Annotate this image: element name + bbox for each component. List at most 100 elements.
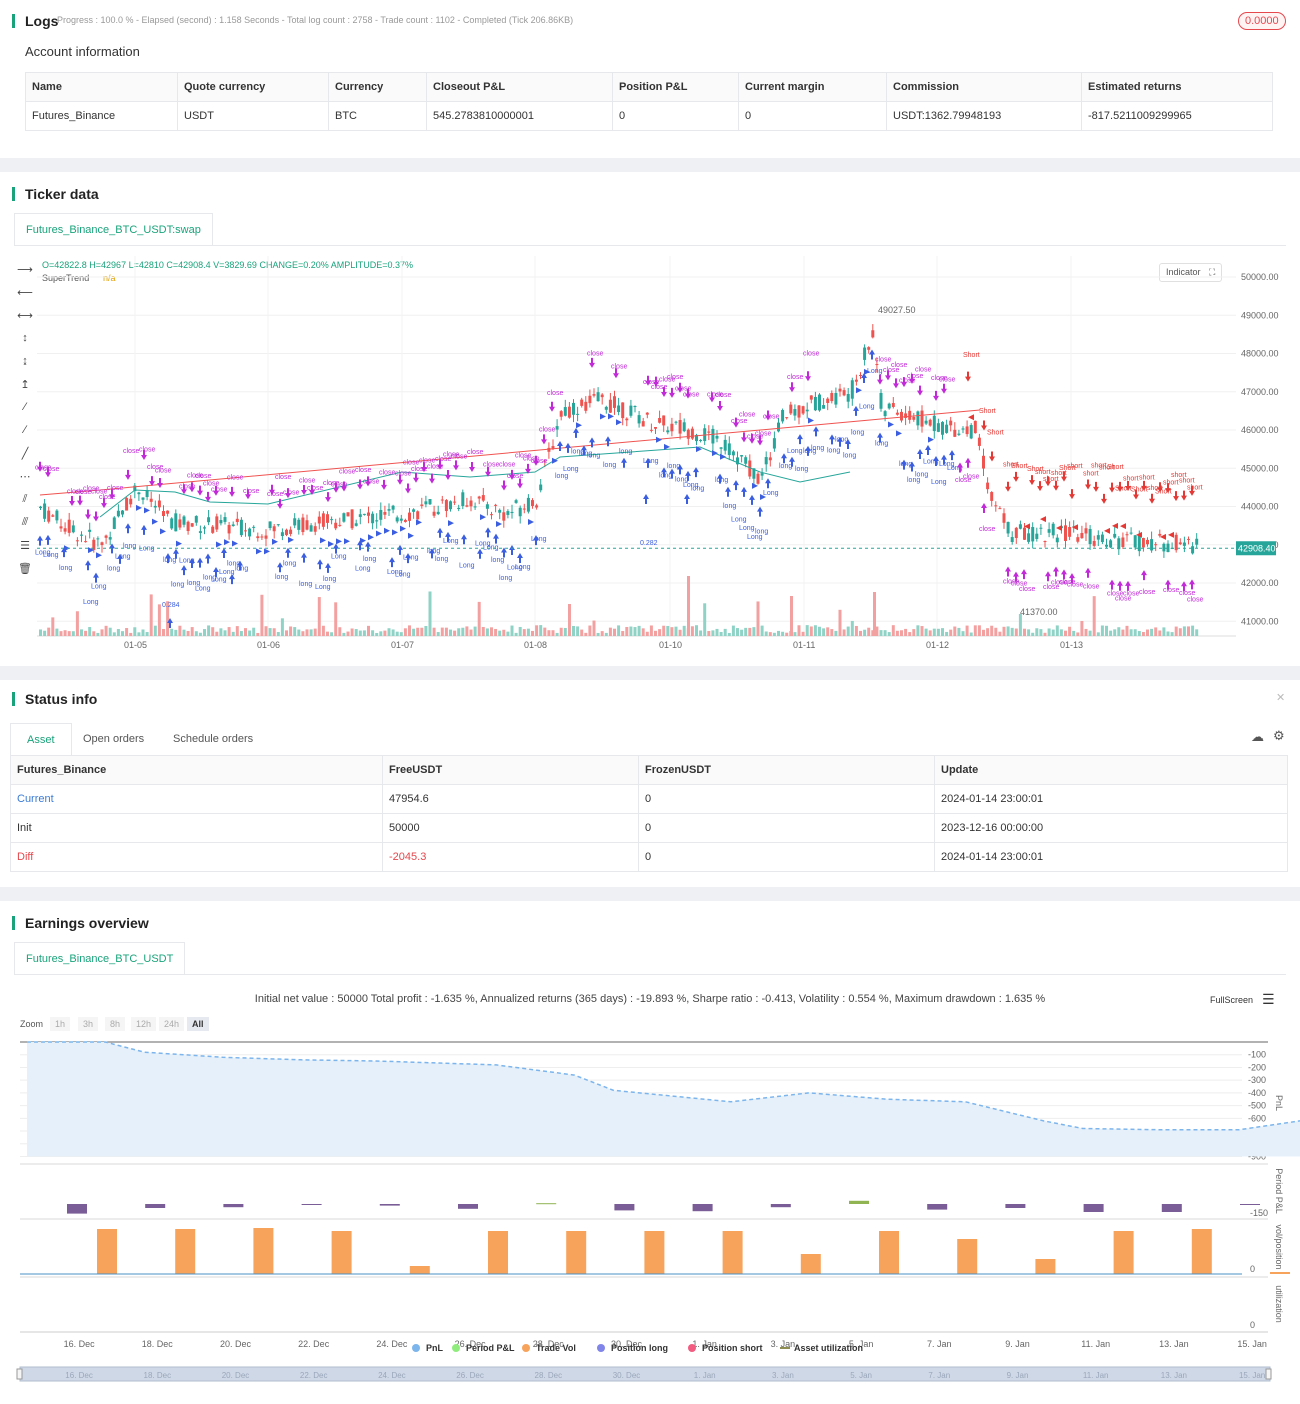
x-tick-label: 22. Dec (298, 1339, 330, 1349)
volume-bar (506, 631, 510, 636)
trade-marker-arrow (429, 548, 435, 559)
volume-bar (731, 625, 735, 636)
pnl-tick-label: -300 (1248, 1075, 1266, 1085)
trade-marker-arrow (232, 540, 238, 547)
ray-line-icon[interactable]: ∕ (24, 424, 26, 436)
trade-marker-label: Long (91, 584, 107, 591)
vertical-segment-icon[interactable]: ↨ (22, 355, 28, 367)
volume-bar (235, 626, 239, 636)
volume-bar (252, 627, 256, 636)
candle-body (1182, 542, 1186, 546)
candlestick-chart[interactable]: 50000.00 49000.00 48000.00 47000.00 46000.00… (0, 172, 1300, 666)
zoom-8h[interactable]: 8h (105, 1017, 126, 1031)
trade-marker-arrow (677, 464, 683, 475)
price-range-icon[interactable]: ↥ (20, 379, 30, 391)
ticker-tab[interactable]: Futures_Binance_BTC_USDT:swap (14, 213, 213, 245)
volume-bar (116, 629, 120, 636)
menu-icon[interactable]: ☰ (1262, 991, 1275, 1007)
trade-marker-label: close (299, 477, 315, 484)
volume-bar (317, 597, 321, 636)
candle-body (260, 536, 264, 538)
volume-bar (588, 625, 592, 636)
trend-line-icon[interactable]: ⁄ (24, 401, 26, 413)
pnl-area (27, 1042, 1300, 1157)
trade-marker-label: Long (443, 538, 459, 545)
tab-schedule-orders[interactable]: Schedule orders (173, 733, 254, 745)
volume-bar (75, 611, 79, 636)
period-pnl-bar (692, 1204, 713, 1212)
trade-marker-arrow (167, 618, 173, 628)
collapse-icon[interactable]: ✕ (1276, 692, 1286, 704)
trade-marker-label: long (755, 528, 768, 535)
trade-marker-label: long (163, 557, 176, 564)
parallel-channel-icon[interactable]: ⫽ (22, 493, 28, 505)
candle-body (965, 426, 969, 435)
volume-bar (141, 629, 145, 636)
fullscreen-button[interactable]: FullScreen (1210, 995, 1253, 1005)
multi-channel-icon[interactable]: ⫻ (21, 516, 29, 528)
volume-bar (600, 631, 604, 636)
trade-marker-arrow (693, 467, 699, 478)
trade-marker-label: Long (859, 403, 875, 410)
trade-marker-label: Short (1107, 464, 1124, 471)
trade-marker-label: long (59, 565, 72, 572)
candle-body (526, 497, 530, 512)
candle-body (928, 419, 932, 426)
hline-set-icon[interactable]: ☰ (20, 540, 30, 552)
horizontal-line-icon[interactable]: ⟵ (17, 287, 33, 299)
cursor-icon[interactable]: ⟶ (17, 264, 33, 276)
zoom-all[interactable]: All (187, 1017, 209, 1031)
zoom-24h[interactable]: 24h (159, 1017, 185, 1031)
trade-marker-label: close (1067, 582, 1083, 589)
volume-bar (949, 629, 953, 636)
trade-marker-arrow (285, 488, 291, 499)
tab-open-orders[interactable]: Open orders (83, 733, 145, 745)
volume-bar (568, 604, 571, 636)
candle-body (621, 402, 625, 419)
trash-icon[interactable]: 🗑 (18, 563, 32, 575)
fib-icon[interactable]: ⋯ (19, 471, 31, 483)
candle-body (342, 513, 346, 522)
trade-marker-arrow (501, 480, 507, 491)
candle-body (727, 443, 731, 456)
earnings-chart[interactable]: -100-200-300-400-500-600-700-800-900-150… (0, 901, 1300, 1404)
volume-bar (342, 632, 346, 636)
tab-asset[interactable]: Asset (10, 723, 72, 755)
volume-bar (379, 631, 383, 636)
candle-body (859, 375, 862, 377)
volume-bar (416, 627, 420, 636)
asset-cell: 50000 (382, 813, 639, 843)
trade-marker-label: close (915, 367, 931, 374)
trade-marker-label: close (147, 464, 163, 471)
segment-icon[interactable]: ╱ (21, 448, 29, 460)
zoom-3h[interactable]: 3h (78, 1017, 99, 1031)
volume-bar (801, 631, 805, 636)
period-pnl-bar (145, 1204, 166, 1208)
cloud-download-icon[interactable]: ☁ (1251, 729, 1264, 744)
candle-body (412, 509, 416, 512)
zoom-1h[interactable]: 1h (50, 1017, 71, 1031)
volume-bar (490, 627, 493, 636)
volume-bar (916, 625, 920, 636)
horizontal-ray-icon[interactable]: ⟷ (17, 310, 33, 322)
vertical-line-icon[interactable]: ↕ (22, 332, 28, 344)
divider (14, 245, 1286, 246)
candle-body (203, 527, 206, 529)
candle-body (207, 517, 211, 523)
volume-bar (71, 631, 75, 636)
volume-bar (756, 601, 760, 636)
trade-marker-arrow (1112, 522, 1118, 529)
volume-bar (231, 631, 235, 636)
trade-marker-label: close (1187, 597, 1203, 604)
candle-body (186, 521, 190, 532)
volume-bar (293, 627, 297, 636)
trade-marker-label: close (507, 473, 523, 480)
earnings-tab[interactable]: Futures_Binance_BTC_USDT (14, 942, 186, 974)
trade-marker-arrow (205, 553, 211, 564)
trade-marker-label: Long (939, 461, 955, 468)
trade-vol-bar (331, 1231, 352, 1274)
zoom-12h[interactable]: 12h (131, 1017, 157, 1031)
trade-marker-arrow (616, 419, 622, 426)
candle-body (625, 418, 629, 421)
settings-icon[interactable]: ⚙ (1273, 728, 1285, 743)
